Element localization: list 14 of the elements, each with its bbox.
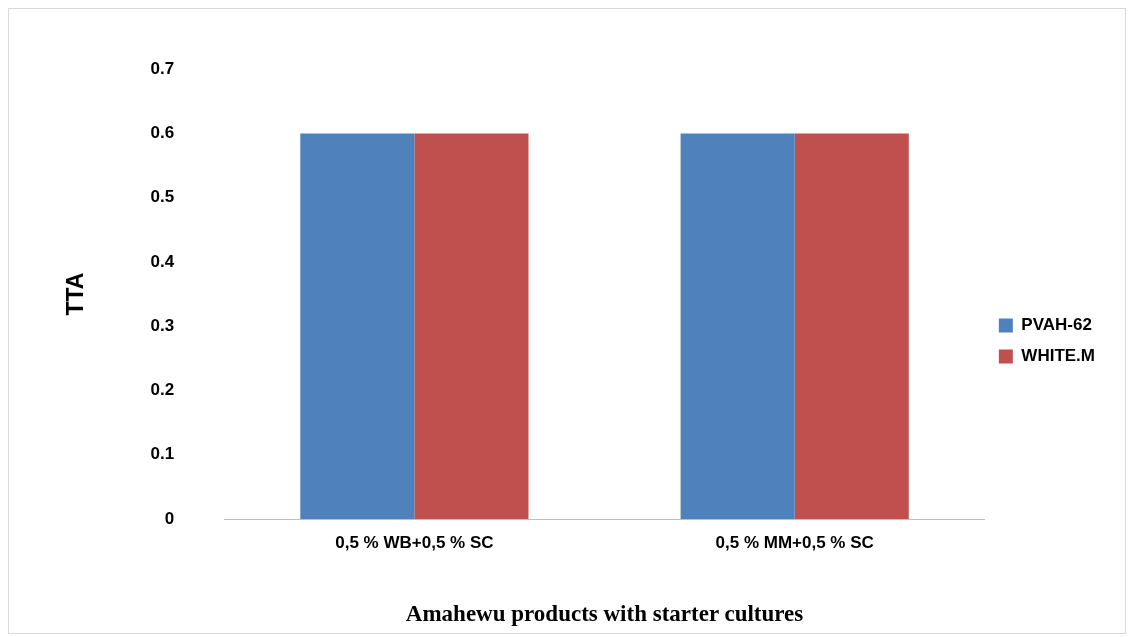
y-tick-label: 0.1	[150, 444, 175, 464]
x-tick-label: 0,5 % MM+0,5 % SC	[715, 532, 874, 552]
y-tick-label: 0.7	[150, 58, 175, 78]
y-tick-label: 0.5	[150, 187, 175, 207]
legend-label: PVAH-62	[1021, 315, 1092, 335]
x-axis-title: Amahewu products with starter cultures	[405, 601, 804, 627]
y-tick-label: 0.3	[150, 315, 175, 335]
y-tick-label: 0	[164, 508, 175, 528]
x-tick-label: 0,5 % WB+0,5 % SC	[335, 532, 494, 552]
legend-label: WHITE.M	[1021, 346, 1095, 366]
y-axis-title: TTA	[62, 272, 89, 316]
y-tick-label: 0.4	[150, 251, 175, 271]
y-tick-label: 0.6	[150, 123, 175, 143]
y-tick-label: 0.2	[150, 380, 175, 400]
